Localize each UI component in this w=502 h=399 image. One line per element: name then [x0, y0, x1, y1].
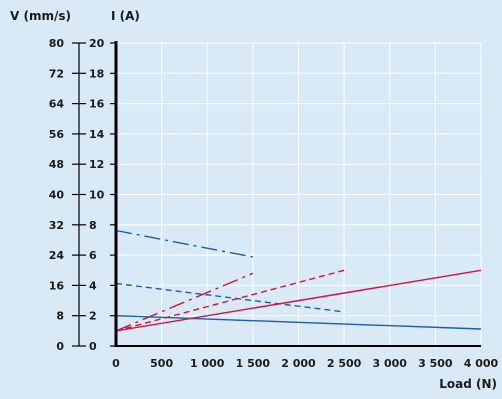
y-right-tick-label: 14 [89, 128, 105, 141]
x-tick-label: 1 000 [190, 357, 225, 370]
y-right-tick-label: 0 [89, 340, 97, 353]
y-right-tick-label: 10 [89, 189, 105, 202]
y-right-tick-label: 4 [89, 279, 97, 292]
grid [116, 42, 482, 346]
y-left-tick-label: 8 [56, 310, 64, 323]
y-right-tick-label: 12 [89, 158, 104, 171]
x-tick-label: 4 000 [464, 357, 499, 370]
x-tick-label: 2 500 [327, 357, 362, 370]
y-right-tick-label: 8 [89, 219, 97, 232]
series-line-speed-dashdot [115, 229, 254, 258]
y-right-tick-label: 20 [89, 37, 105, 50]
series-line-current-dashdot [115, 272, 254, 332]
y-left-tick-label: 40 [49, 189, 65, 202]
x-tick-label: 0 [112, 357, 120, 370]
x-tick-label: 2 000 [281, 357, 316, 370]
y-left-tick-label: 72 [49, 67, 64, 80]
y-left-tick-label: 48 [49, 158, 64, 171]
y-left-tick-label: 80 [49, 37, 65, 50]
y-right-tick-label: 6 [89, 249, 97, 262]
series-lines [115, 229, 482, 332]
y-left-tick-label: 32 [49, 219, 64, 232]
y-left-tick-label: 64 [49, 98, 65, 111]
y-left-tick-label: 16 [49, 279, 65, 292]
axes [72, 41, 481, 347]
y-left-tick-label: 56 [49, 128, 65, 141]
y-left-axis-label: V (mm/s) [10, 9, 71, 23]
x-tick-label: 500 [150, 357, 173, 370]
y-right-tick-label: 16 [89, 98, 105, 111]
x-axis-label: Load (N) [439, 377, 497, 391]
x-tick-label: 1 500 [236, 357, 271, 370]
series-line-speed-dashed [115, 282, 345, 313]
series-line-speed-solid [115, 315, 482, 330]
series-line-current-solid [115, 269, 482, 332]
y-right-tick-label: 2 [89, 310, 97, 323]
y-left-tick-label: 24 [49, 249, 65, 262]
y-right-axis-label: I (A) [111, 9, 140, 23]
x-tick-label: 3 500 [418, 357, 453, 370]
y-left-tick-label: 0 [56, 340, 64, 353]
x-tick-label: 3 000 [373, 357, 408, 370]
y-right-tick-label: 18 [89, 67, 104, 80]
series-line-current-dashed [115, 269, 345, 332]
